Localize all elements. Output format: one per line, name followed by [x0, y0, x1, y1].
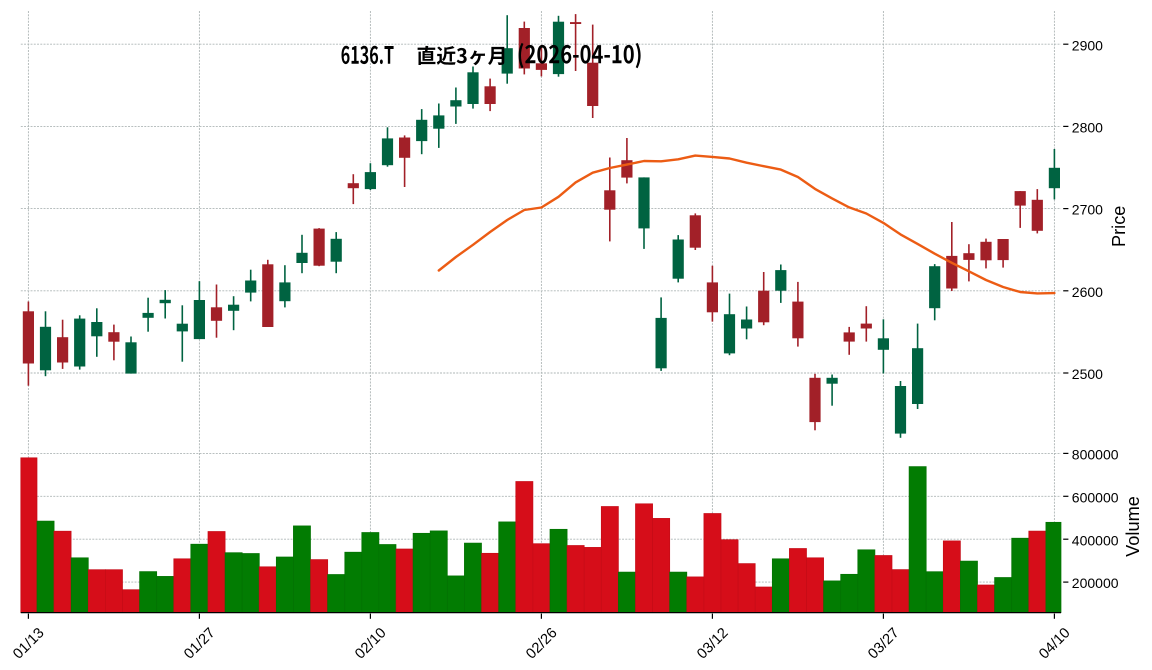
svg-text:2700: 2700	[1072, 202, 1103, 218]
svg-text:400000: 400000	[1072, 532, 1119, 548]
svg-text:2800: 2800	[1072, 120, 1103, 136]
svg-text:800000: 800000	[1072, 447, 1119, 463]
svg-text:2600: 2600	[1072, 284, 1103, 300]
svg-text:Volume: Volume	[1123, 496, 1143, 557]
svg-text:Price: Price	[1109, 206, 1129, 247]
svg-text:200000: 200000	[1072, 575, 1119, 591]
svg-text:2500: 2500	[1072, 366, 1103, 382]
svg-text:2900: 2900	[1072, 37, 1103, 53]
svg-text:600000: 600000	[1072, 489, 1119, 505]
